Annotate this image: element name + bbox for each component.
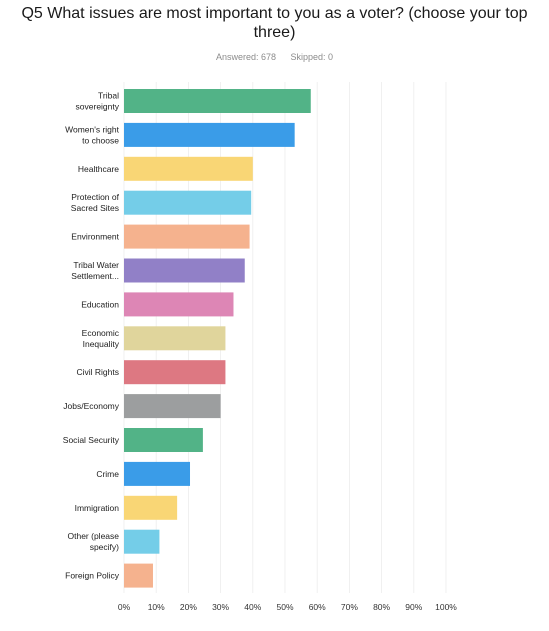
- category-label: Protection of: [71, 192, 119, 202]
- category-label: Tribal Water: [73, 260, 119, 270]
- x-tick-label: 80%: [373, 602, 390, 612]
- bar: [124, 190, 252, 215]
- category-label: Jobs/Economy: [63, 401, 119, 411]
- bar: [124, 529, 160, 554]
- category-label: Crime: [96, 469, 119, 479]
- bar: [124, 122, 295, 147]
- x-tick-label: 50%: [276, 602, 293, 612]
- x-tick-label: 90%: [405, 602, 422, 612]
- category-label: Environment: [71, 232, 119, 242]
- response-stats: Answered: 678 Skipped: 0: [0, 52, 549, 62]
- x-tick-label: 0%: [118, 602, 131, 612]
- category-label: Sacred Sites: [71, 203, 119, 213]
- category-label: Civil Rights: [76, 367, 119, 377]
- category-label: Education: [81, 299, 119, 309]
- bar: [124, 89, 311, 113]
- answered-count: Answered: 678: [215, 52, 276, 62]
- category-label: Tribal: [98, 91, 119, 101]
- x-tick-label: 10%: [148, 602, 165, 612]
- x-tick-label: 20%: [180, 602, 197, 612]
- bar: [124, 495, 178, 520]
- bar: [124, 563, 153, 588]
- bar: [124, 428, 203, 452]
- x-tick-label: 60%: [309, 602, 326, 612]
- bar: [124, 326, 226, 351]
- category-label: Immigration: [75, 503, 120, 513]
- category-label: Other (please: [68, 531, 120, 541]
- category-label: to choose: [82, 135, 119, 145]
- x-tick-label: 40%: [244, 602, 261, 612]
- bar: [124, 258, 245, 283]
- category-label: Healthcare: [78, 164, 119, 174]
- category-label: Social Security: [63, 435, 120, 445]
- x-tick-label: 100%: [435, 602, 457, 612]
- x-tick-label: 70%: [341, 602, 358, 612]
- bar: [124, 224, 250, 249]
- bar: [124, 394, 221, 419]
- category-label: specify): [90, 542, 119, 552]
- chart-title: Q5 What issues are most important to you…: [21, 5, 528, 41]
- skipped-count: Skipped: 0: [290, 52, 334, 62]
- category-label: Women's right: [65, 124, 120, 134]
- category-label: sovereignty: [76, 102, 120, 112]
- bar: [124, 360, 226, 385]
- category-label: Economic: [82, 328, 120, 338]
- bar: [124, 156, 253, 181]
- x-tick-label: 30%: [212, 602, 229, 612]
- bar: [124, 292, 234, 317]
- bar: [124, 461, 191, 486]
- category-label: Settlement...: [71, 271, 119, 281]
- x-axis-ticks: 0% 10% 20% 30% 40% 50% 60% 70% 80% 90% 100%: [118, 602, 457, 612]
- bars: [124, 89, 311, 588]
- category-label: Inequality: [83, 339, 120, 349]
- category-label: Foreign Policy: [65, 571, 120, 581]
